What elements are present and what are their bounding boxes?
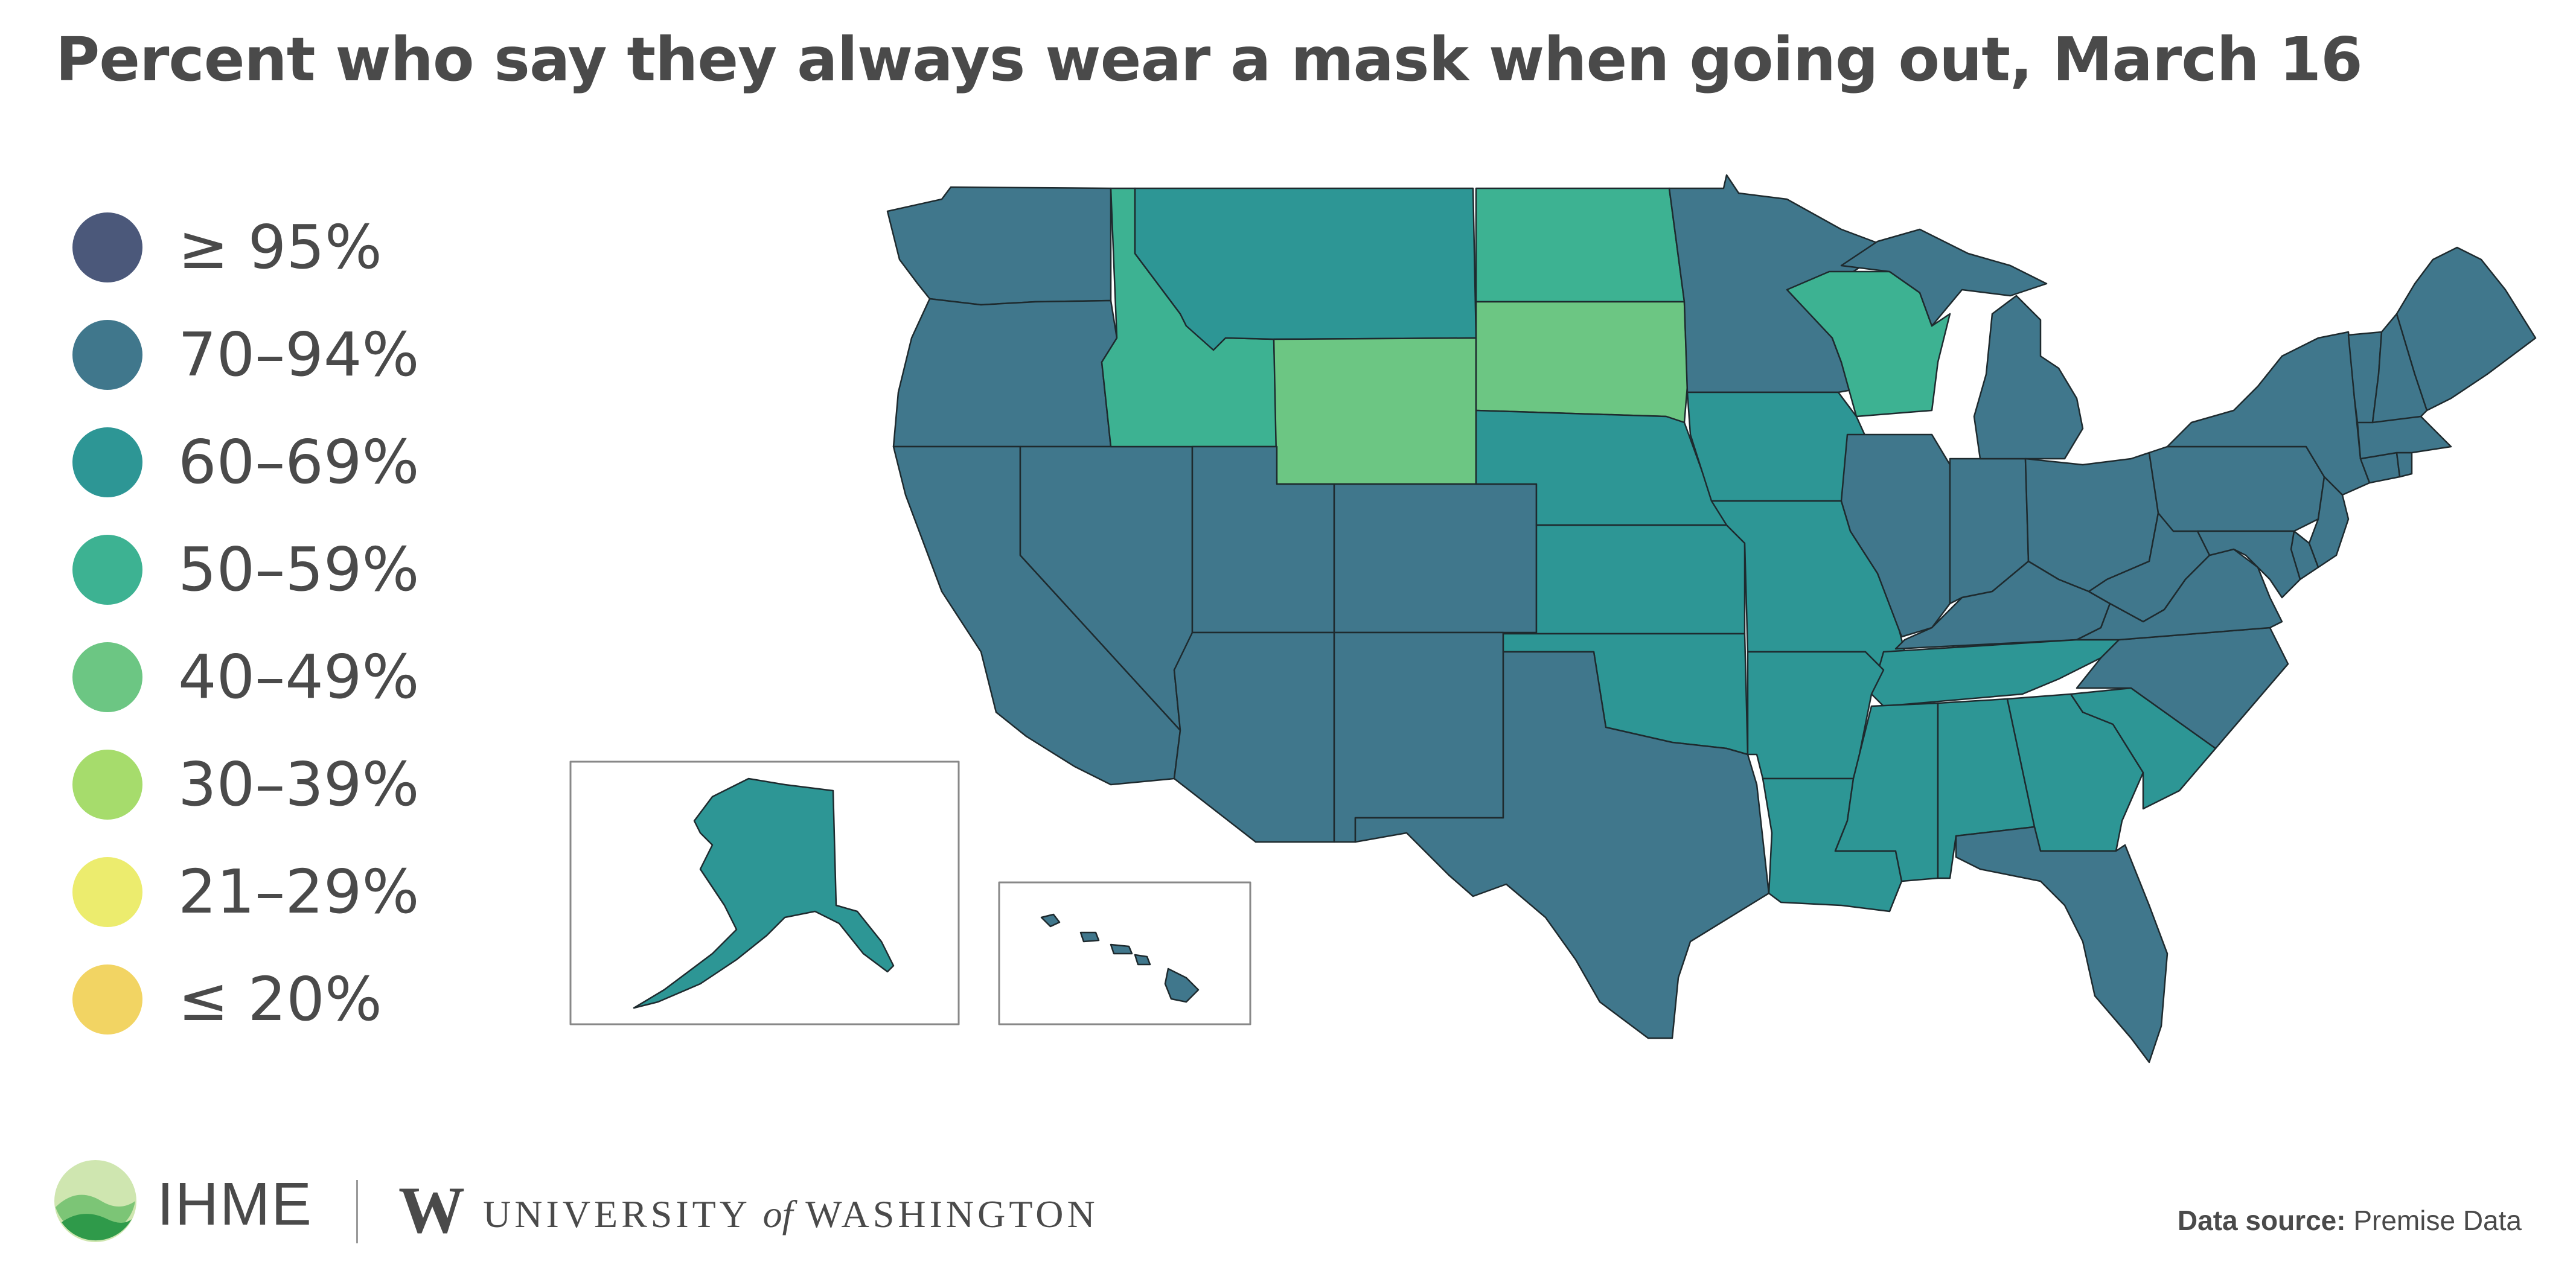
state-maryland xyxy=(2196,530,2301,599)
uw-wordmark-pre: UNIVERSITY xyxy=(483,1193,750,1235)
uw-logo-icon: W xyxy=(398,1173,465,1247)
legend-label: 50–59% xyxy=(178,534,420,605)
state-illinois xyxy=(1840,433,1951,638)
ihme-logo-icon xyxy=(54,1160,136,1242)
legend-swatch xyxy=(72,427,142,497)
state-washington xyxy=(886,186,1112,306)
ihme-wordmark: IHME xyxy=(157,1170,313,1238)
legend-swatch xyxy=(72,212,142,282)
data-source-value: Premise Data xyxy=(2353,1205,2522,1236)
legend-label: 40–49% xyxy=(178,642,420,712)
state-wisconsin xyxy=(1786,270,1951,418)
state-new-mexico xyxy=(1333,631,1504,843)
state-michigan-lp xyxy=(1973,295,2084,460)
state-pennsylvania xyxy=(2148,445,2325,532)
state-north-dakota xyxy=(1475,187,1686,303)
legend-label: 70–94% xyxy=(178,319,420,390)
state-hawaii xyxy=(1040,913,1200,1003)
legend-label: 21–29% xyxy=(178,856,420,927)
legend-swatch xyxy=(72,857,142,927)
legend-label: 60–69% xyxy=(178,427,420,497)
legend-label: ≥ 95% xyxy=(178,212,382,282)
uw-wordmark-of: of xyxy=(762,1193,793,1235)
state-massachusetts xyxy=(2356,415,2452,460)
state-montana xyxy=(1134,187,1477,351)
state-florida xyxy=(1955,826,2169,1063)
legend-label: ≤ 20% xyxy=(178,964,382,1035)
data-source: Data source: Premise Data xyxy=(2178,1204,2522,1237)
state-michigan-up xyxy=(1840,228,2048,327)
state-maine xyxy=(2395,246,2537,412)
state-alaska xyxy=(633,777,895,1009)
data-source-label: Data source: xyxy=(2177,1205,2346,1236)
uw-wordmark: UNIVERSITY of WASHINGTON xyxy=(483,1192,1099,1237)
legend-swatch xyxy=(72,642,142,712)
state-texas xyxy=(1354,651,1770,1039)
state-new-jersey xyxy=(2308,476,2350,569)
footer-divider xyxy=(356,1180,358,1243)
legend-swatch xyxy=(72,535,142,605)
legend-label: 30–39% xyxy=(178,749,420,820)
state-oregon xyxy=(892,298,1118,448)
state-wyoming xyxy=(1273,337,1477,485)
state-north-carolina xyxy=(2076,626,2289,750)
state-colorado xyxy=(1333,483,1538,634)
state-south-dakota xyxy=(1475,301,1689,424)
state-kansas xyxy=(1535,524,1746,635)
state-rhode-island xyxy=(2395,451,2413,478)
legend-swatch xyxy=(72,750,142,820)
state-arizona xyxy=(1173,631,1335,843)
legend-swatch xyxy=(72,964,142,1035)
page-title: Percent who say they always wear a mask … xyxy=(56,24,2363,95)
uw-wordmark-post: WASHINGTON xyxy=(805,1193,1099,1235)
legend-swatch xyxy=(72,320,142,390)
